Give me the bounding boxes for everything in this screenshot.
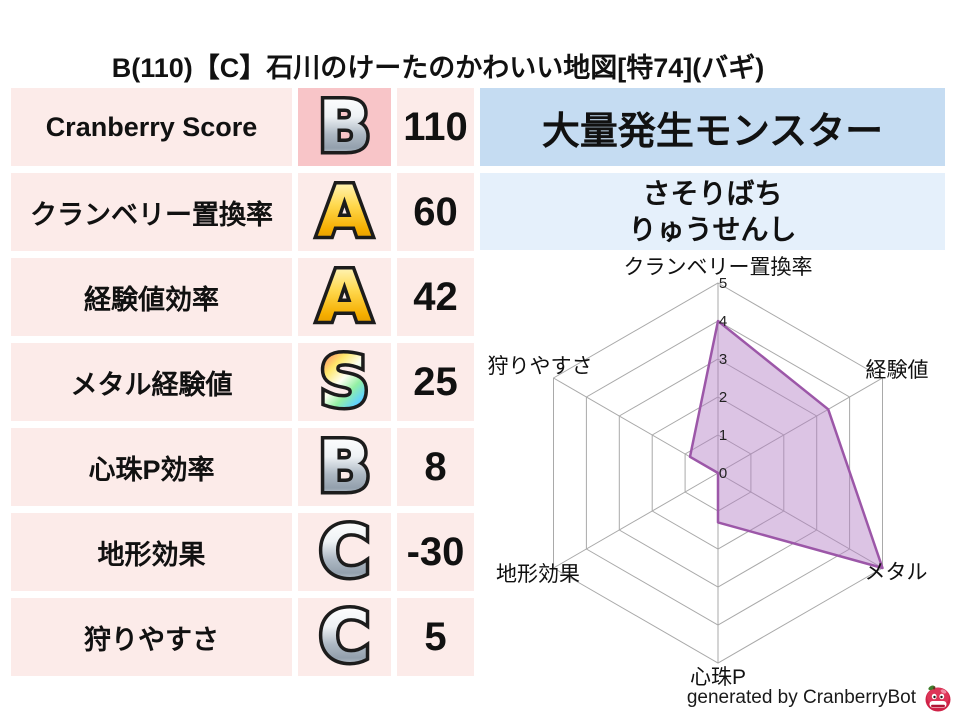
grade-badge: B B (298, 88, 391, 166)
stat-value: 5 (397, 598, 474, 676)
radar-axis-line (553, 472, 719, 569)
radar-ring-label: 2 (719, 389, 727, 406)
radar-ring-label: 0 (719, 465, 727, 482)
radar-ring-label: 3 (719, 351, 727, 368)
grade-letter: C (318, 511, 371, 593)
grade-badge: A A (298, 258, 391, 336)
grade-letter: A (317, 256, 372, 338)
grade-letter-outline: B (314, 429, 374, 506)
grade-letter-outline: A (314, 259, 375, 336)
radar-axis-line (717, 377, 883, 474)
grade-letter: B (317, 426, 372, 508)
grade-badge: C C (298, 598, 391, 676)
grade-letter-outline: S (316, 344, 373, 421)
stat-value: 42 (397, 258, 474, 336)
stat-value: -30 (397, 513, 474, 591)
radar-ring-label: 4 (719, 313, 727, 330)
grade-letter: B (317, 86, 372, 168)
stat-label: Cranberry Score (11, 88, 292, 166)
radar-axis-label: 経験値 (866, 359, 929, 382)
monster-name: さそりばち (642, 177, 783, 209)
stat-value: 25 (397, 343, 474, 421)
grade-letter: A (317, 171, 372, 253)
radar-axis-label: 心珠P (690, 666, 746, 689)
radar-ring-label: 1 (719, 427, 727, 444)
grade-letter-outline: C (315, 599, 373, 676)
grade-letter-outline: A (314, 174, 375, 251)
radar-axis-line (717, 472, 883, 569)
radar-ring-label: 5 (719, 275, 727, 292)
radar-axis-label: メタル (865, 561, 928, 584)
stat-label: 経験値効率 (11, 258, 292, 336)
cranberry-mascot-icon (925, 685, 951, 712)
grade-badge: C C (298, 513, 391, 591)
stat-label: クランベリー置換率 (11, 173, 292, 251)
grade-badge: A A (298, 173, 391, 251)
radar-axis-label: 地形効果 (496, 563, 580, 586)
stat-value: 110 (397, 88, 474, 166)
grade-letter-outline: B (314, 89, 374, 166)
stat-value: 8 (397, 428, 474, 506)
stat-label: メタル経験値 (11, 343, 292, 421)
monster-name: りゅうせんし (628, 213, 797, 245)
stats-table: Cranberry Score B B 110 クランベリー置換率 A A 60… (11, 88, 474, 676)
grade-badge: B B (298, 428, 391, 506)
monster-panel-header: 大量発生モンスター (480, 88, 945, 166)
stat-label: 心珠P効率 (11, 428, 292, 506)
stat-label: 地形効果 (11, 513, 292, 591)
monster-list: さそりばち りゅうせんし (480, 173, 945, 250)
stat-label: 狩りやすさ (11, 598, 292, 676)
credit-text: generated by CranberryBot (686, 687, 916, 708)
stat-value: 60 (397, 173, 474, 251)
grade-badge: S S (298, 343, 391, 421)
radar-axis-label: 狩りやすさ (488, 355, 593, 378)
page-title: B(110)【C】石川のけーたのかわいい地図[特74](バギ) (111, 53, 765, 83)
grade-letter-outline: C (315, 514, 373, 591)
radar-axis-label: クランベリー置換率 (624, 256, 813, 279)
grade-letter: S (319, 341, 370, 423)
radar-data-polygon (688, 319, 884, 570)
grade-letter: C (318, 596, 371, 678)
credit-line: generated by CranberryBot (687, 680, 954, 716)
